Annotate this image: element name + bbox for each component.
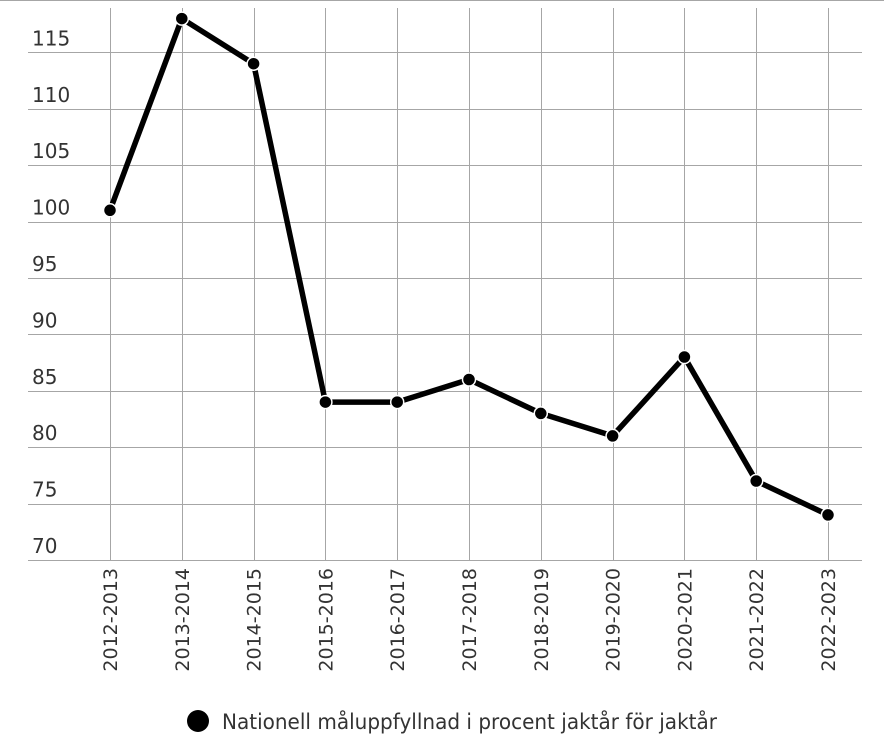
x-tick-label-2013-2014: 2013-2014 — [172, 568, 194, 672]
vertical-gridlines — [110, 8, 829, 560]
data-point-2016-2017 — [389, 394, 405, 410]
x-tick-label-2014-2015: 2014-2015 — [244, 568, 266, 672]
data-point-2018-2019 — [533, 406, 549, 421]
horizontal-gridlines — [28, 52, 862, 561]
x-tick-label-2021-2022: 2021-2022 — [746, 568, 768, 672]
y-tick-label-105: 105 — [32, 139, 70, 163]
x-axis-tick-labels: 2012-2013 2013-2014 2014-2015 2015-2016 2016… — [100, 568, 840, 672]
x-tick-label-2019-2020: 2019-2020 — [603, 568, 625, 672]
x-tick-label-2016-2017: 2016-2017 — [387, 568, 409, 672]
data-point-2021-2022 — [748, 473, 764, 489]
x-tick-label-2012-2013: 2012-2013 — [100, 568, 122, 672]
y-tick-label-100: 100 — [32, 196, 70, 220]
x-tick-label-2017-2018: 2017-2018 — [459, 568, 481, 672]
data-point-2020-2021 — [677, 349, 692, 365]
legend-marker — [187, 710, 209, 732]
y-tick-label-115: 115 — [32, 26, 70, 50]
data-point-2012-2013 — [102, 203, 118, 218]
data-point-2019-2020 — [605, 428, 620, 444]
x-tick-label-2020-2021: 2020-2021 — [674, 568, 696, 672]
legend: Nationell måluppfyllnad i procent jaktår… — [187, 709, 717, 734]
data-point-2014-2015 — [246, 56, 261, 71]
y-axis-tick-labels: 70 75 80 85 90 95 100 105 110 115 — [32, 26, 70, 558]
y-tick-label-110: 110 — [32, 83, 70, 107]
x-tick-label-2022-2023: 2022-2023 — [818, 568, 840, 672]
data-point-2015-2016 — [318, 394, 333, 410]
y-tick-label-90: 90 — [32, 308, 57, 332]
y-tick-label-95: 95 — [32, 252, 57, 276]
legend-label: Nationell måluppfyllnad i procent jaktår… — [222, 709, 717, 734]
x-tick-label-2015-2016: 2015-2016 — [315, 568, 337, 672]
series-group — [102, 11, 836, 523]
data-point-2022-2023 — [820, 507, 836, 523]
x-tick-label-2018-2019: 2018-2019 — [531, 568, 553, 672]
y-tick-label-80: 80 — [32, 421, 57, 445]
y-tick-label-70: 70 — [32, 534, 57, 558]
y-tick-label-85: 85 — [32, 365, 57, 389]
y-tick-label-75: 75 — [32, 478, 57, 502]
data-point-2017-2018 — [461, 372, 477, 387]
data-point-2013-2014 — [174, 11, 190, 26]
